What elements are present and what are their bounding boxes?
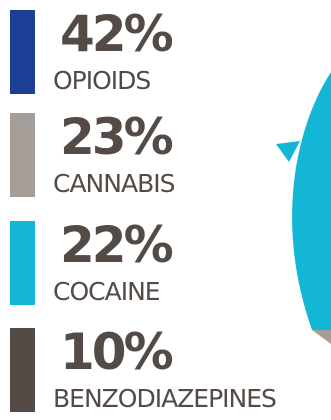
legend-label-cannabis: CANNABIS [53, 169, 175, 198]
legend-swatch-opioids [10, 10, 35, 94]
legend-value-cocaine: 22% [60, 216, 174, 274]
legend-entry-benzodiazepines: 10% BENZODIAZEPINES [10, 323, 310, 420]
legend-entry-cannabis: 23% CANNABIS [10, 108, 310, 205]
pie-slice-cannabis [312, 330, 331, 344]
legend-label-benzodiazepines: BENZODIAZEPINES [53, 384, 277, 413]
legend-swatch-benzodiazepines [10, 328, 35, 412]
legend-value-benzodiazepines: 10% [60, 323, 174, 381]
legend-entry-cocaine: 22% COCAINE [10, 216, 310, 313]
pie-slice-cocaine [292, 72, 331, 330]
legend-swatch-cannabis [10, 113, 35, 197]
legend-label-opioids: OPIOIDS [53, 66, 151, 95]
legend-swatch-cocaine [10, 221, 35, 305]
legend-label-cocaine: COCAINE [53, 277, 161, 306]
legend-value-opioids: 42% [60, 5, 174, 63]
pie-slice-cocaine-edge [276, 141, 300, 162]
legend-value-cannabis: 23% [60, 108, 174, 166]
legend-entry-opioids: 42% OPIOIDS [10, 5, 310, 102]
